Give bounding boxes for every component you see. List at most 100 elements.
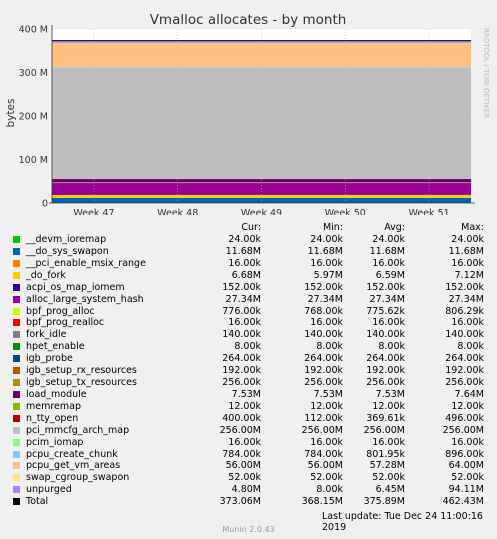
legend-min: 192.00k (304, 365, 343, 377)
chart-area: Vmalloc allocates - by month bytes RRDTO… (5, 12, 490, 215)
x-tick-label: Week 49 (241, 208, 282, 215)
legend-swatch (13, 236, 20, 243)
grid (49, 25, 475, 204)
legend-row: pci_mmcfg_arch_map 256.00M 256.00M 256.00M 2… (0, 425, 497, 437)
legend-min: 56.00M (307, 460, 343, 472)
legend-avg: 57.28M (369, 460, 405, 472)
legend-max: 8.00k (457, 341, 484, 353)
legend-avg: 264.00k (366, 353, 405, 365)
legend-max: 16.00k (451, 317, 484, 329)
legend-max: 27.34M (448, 293, 484, 305)
legend-avg: 140.00k (366, 329, 405, 341)
legend-name: pci_mmcfg_arch_map (26, 424, 130, 436)
legend-max: 7.64M (454, 388, 484, 400)
legend-row: bpf_prog_alloc 776.00k 768.00k 775.62k 806.2… (0, 306, 497, 318)
legend-swatch (13, 426, 20, 434)
y-tick-label: 300 M (19, 68, 48, 79)
legend-avg: 12.00k (372, 400, 405, 412)
legend-swatch (13, 271, 20, 279)
legend-swatch (13, 450, 20, 458)
legend-cur: 52.00k (228, 472, 261, 484)
legend-row: fork_idle 140.00k 140.00k 140.00k 140.00k (0, 329, 497, 341)
legend-swatch (13, 283, 20, 291)
legend-min: 24.00k (310, 234, 343, 245)
x-tick-label: Week 50 (325, 208, 366, 215)
legend-cur: 11.68M (225, 245, 261, 257)
legend-row: bpf_prog_realloc 16.00k 16.00k 16.00k 16.00k (0, 317, 497, 329)
legend-swatch (13, 343, 20, 351)
area-do-fork (52, 194, 471, 198)
legend-row: memremap 12.00k 12.00k 12.00k 12.00k (0, 401, 497, 413)
legend-row: n_tty_open 400.00k 112.00k 369.61k 496.00k (0, 413, 497, 425)
legend-min: 5.97M (313, 269, 343, 281)
legend-max: 64.00M (448, 460, 484, 472)
area-pcpu-get-vm-areas (52, 42, 471, 68)
legend-avg: 8.00k (378, 341, 405, 353)
legend-avg: 7.53M (375, 388, 405, 400)
legend-cur: 192.00k (222, 365, 261, 377)
legend-name: _do_fork (26, 269, 66, 281)
y-tick-label: 200 M (19, 112, 48, 123)
x-tick-label: Week 51 (409, 208, 450, 215)
legend-swatch (13, 307, 20, 315)
legend-swatch (13, 474, 20, 482)
legend-swatch (13, 414, 20, 422)
legend-max: 140.00k (445, 329, 484, 341)
legend-swatch (13, 367, 20, 375)
legend-swatch (13, 498, 20, 506)
legend-cur: 27.34M (225, 293, 261, 305)
legend-avg: 369.61k (366, 412, 405, 424)
legend-name: pcim_iomap (26, 436, 84, 448)
legend-cur: 16.00k (228, 436, 261, 448)
y-axis-label: bytes (5, 99, 17, 128)
legend-min: 256.00k (304, 377, 343, 389)
legend-swatch (13, 486, 20, 494)
legend-cur: 152.00k (222, 281, 261, 293)
legend-avg: 24.00k (372, 234, 405, 245)
legend-max: 256.00M (442, 424, 484, 436)
legend-row: alloc_large_system_hash 27.34M 27.34M 27.34… (0, 294, 497, 306)
legend-header: Cur: Min: Avg: Max: (0, 222, 497, 234)
legend-cur: 16.00k (228, 257, 261, 269)
header-avg: Avg: (384, 222, 405, 233)
legend-swatch (13, 390, 20, 398)
legend-row: __do_sys_swapon 11.68M 11.68M 11.68M 11.68M (0, 246, 497, 258)
legend-max: 16.00k (451, 257, 484, 269)
legend-name: n_tty_open (26, 412, 79, 424)
legend-name: unpurged (26, 484, 72, 496)
legend-min: 27.34M (307, 293, 343, 305)
legend-avg: 801.95k (366, 448, 405, 460)
legend-avg: 16.00k (372, 257, 405, 269)
legend-name: pcpu_get_vm_areas (26, 460, 121, 472)
legend-max: 896.00k (445, 448, 484, 460)
legend-name: bpf_prog_realloc (26, 317, 105, 329)
legend-max: 24.00k (451, 234, 484, 245)
legend-name: igb_setup_rx_resources (26, 365, 137, 377)
legend-min: 16.00k (310, 317, 343, 329)
legend-cur: 56.00M (225, 460, 261, 472)
legend-swatch (13, 379, 20, 387)
header-cur: Cur: (241, 222, 261, 233)
legend-cur: 24.00k (228, 234, 261, 245)
legend-row: hpet_enable 8.00k 8.00k 8.00k 8.00k (0, 341, 497, 353)
legend-min: 112.00k (304, 412, 343, 424)
area-load-module (52, 179, 471, 183)
legend-avg: 152.00k (366, 281, 405, 293)
legend-min: 8.00k (316, 341, 343, 353)
legend-name: load_module (26, 388, 87, 400)
header-min: Min: (322, 222, 343, 233)
legend-row: igb_setup_tx_resources 256.00k 256.00k 256.… (0, 377, 497, 389)
legend-cur: 776.00k (222, 305, 261, 317)
legend-swatch (13, 259, 20, 267)
legend-min: 8.00k (316, 484, 343, 496)
area-pci-mmcfg-arch-map (52, 67, 471, 179)
legend-max: 11.68M (448, 245, 484, 257)
rrdtool-credit: RRDTOOL / TOBI OETIKER (482, 28, 490, 118)
legend-name: fork_idle (26, 329, 67, 341)
chart-title: Vmalloc allocates - by month (150, 12, 347, 28)
legend-row: swap_cgroup_swapon 52.00k 52.00k 52.00k 52.0… (0, 472, 497, 484)
legend-min: 7.53M (313, 388, 343, 400)
legend-min: 768.00k (304, 305, 343, 317)
legend-row: __pci_enable_msix_range 16.00k 16.00k 16.00… (0, 258, 497, 270)
legend-cur: 373.06M (219, 496, 261, 508)
